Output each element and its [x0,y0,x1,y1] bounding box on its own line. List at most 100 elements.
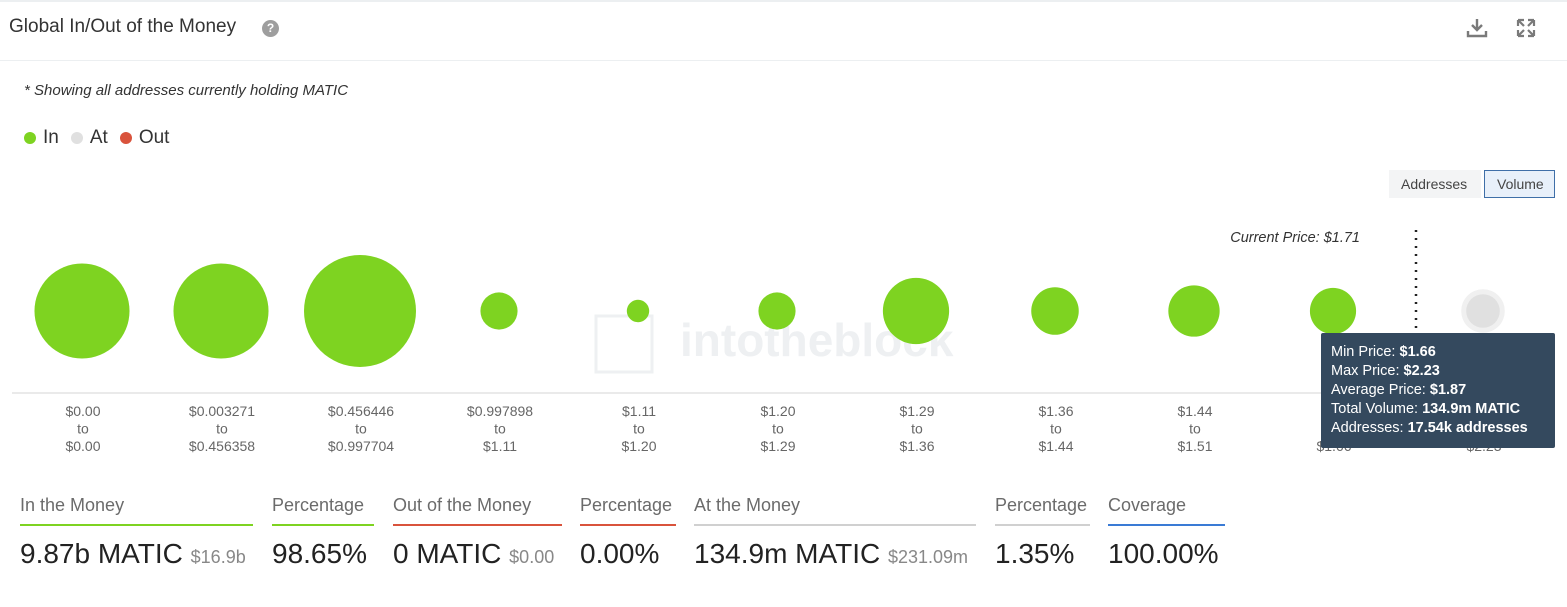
stat-label: Percentage [272,495,365,515]
tooltip-total-volume-label: Total Volume: [1331,401,1419,417]
bubble-6 [882,277,950,345]
tick-label: $1.44 [1038,438,1073,454]
volume-toggle-button[interactable]: Volume [1484,170,1555,198]
stat-value: 134.9m MATIC $231.09m [694,538,976,570]
stat-label: Percentage [580,495,673,515]
tooltip-total-volume: Total Volume: 134.9m MATIC [1331,400,1545,419]
legend-label-in: In [43,127,59,148]
chart-legend: In At Out [24,127,181,149]
legend-label-at: At [89,127,108,148]
tick-label: to [355,421,367,437]
tick-label: $0.00 [65,438,100,454]
tooltip-avg-price-label: Average Price: [1331,382,1426,398]
stat-underline [20,524,253,526]
tooltip-addresses-label: Addresses: [1331,420,1404,436]
bubble-1 [173,263,269,359]
tick-label: $1.36 [1038,403,1073,419]
stat-value: 100.00% [1108,538,1219,569]
bubble-3 [480,292,518,330]
watermark-logo [594,314,654,374]
bubble-10 [1466,294,1500,328]
bubble-5 [758,292,796,330]
stat-coverage: Coverage 100.00% [1108,495,1225,570]
bubble-tooltip: Min Price: $1.66 Max Price: $2.23 Averag… [1321,333,1555,448]
bubble-8 [1168,285,1220,337]
panel-header: Global In/Out of the Money ? [0,2,1567,61]
tick-label: $0.456446 [328,403,394,419]
top-border [0,0,1567,2]
stat-at-percentage: Percentage 1.35% [995,495,1090,570]
tooltip-addresses-value: 17.54k addresses [1407,420,1528,436]
stat-value: 98.65% [272,538,367,569]
bubble-7 [1031,287,1079,335]
holding-note: * Showing all addresses currently holdin… [24,82,349,99]
tooltip-total-volume-value: 134.9m MATIC [1422,401,1521,417]
tick-label: $0.003271 [189,403,255,419]
tick-label: to [1189,421,1201,437]
tooltip-addresses: Addresses: 17.54k addresses [1331,419,1545,438]
tick-label: $0.456358 [189,438,255,454]
legend-label-out: Out [138,127,170,148]
stat-underline [580,524,676,526]
legend-dot-in [24,132,36,144]
stat-in-the-money: In the Money 9.87b MATIC $16.9b [20,495,253,570]
stat-main-value: 9.87b MATIC [20,538,183,569]
tooltip-max-price-label: Max Price: [1331,363,1400,379]
tooltip-min-price-value: $1.66 [1399,344,1436,360]
tooltip-max-price: Max Price: $2.23 [1331,362,1545,381]
stat-underline [694,524,976,526]
stat-label: Out of the Money [393,495,532,515]
stat-sub-value: $231.09m [887,547,969,567]
stat-out-percentage: Percentage 0.00% [580,495,676,570]
stat-label: Percentage [995,495,1088,515]
stat-underline [272,524,374,526]
stat-sub-value: $0.00 [509,547,555,567]
tooltip-min-price: Min Price: $1.66 [1331,343,1545,362]
tick-label: to [216,421,228,437]
stat-value: 1.35% [995,538,1075,569]
stat-label: At the Money [694,495,801,515]
tooltip-max-price-value: $2.23 [1403,363,1440,379]
stat-underline [393,524,562,526]
stat-label: In the Money [20,495,125,515]
tick-label: $1.11 [483,438,517,454]
stat-value: 9.87b MATIC $16.9b [20,538,253,570]
stat-underline [995,524,1090,526]
legend-item-in[interactable]: In [24,127,59,149]
tick-label: $0.00 [65,403,100,419]
legend-item-at[interactable]: At [70,127,108,149]
tooltip-avg-price-value: $1.87 [1429,382,1467,398]
addresses-toggle-button[interactable]: Addresses [1389,170,1481,198]
bubble-4 [626,299,650,323]
tick-label: $1.44 [1177,403,1212,419]
tick-label: $0.997898 [467,403,533,419]
stat-out-of-the-money: Out of the Money 0 MATIC $0.00 [393,495,562,570]
stat-main-value: 134.9m MATIC [694,538,881,569]
stat-value: 0 MATIC $0.00 [393,538,562,570]
tick-label: $0.997704 [328,438,394,454]
tick-label: to [494,421,506,437]
legend-dot-out [119,132,132,144]
tick-label: $1.11 [622,403,656,419]
tick-label: to [1050,421,1062,437]
tick-label: to [911,421,923,437]
tick-label: $1.20 [621,438,656,454]
legend-item-out[interactable]: Out [119,127,170,149]
stat-main-value: 0 MATIC [393,538,502,569]
bubble-0 [34,263,130,359]
download-icon[interactable] [1465,16,1489,40]
tick-label: to [633,421,645,437]
tick-label: $1.29 [760,438,795,454]
legend-dot-at [70,132,83,144]
question-circle-icon[interactable]: ? [262,20,279,37]
tick-label: to [77,421,89,437]
expand-icon[interactable] [1514,16,1538,40]
current-price-label: Current Price: $1.71 [1230,230,1360,246]
tick-label: $1.51 [1177,438,1212,454]
tick-label: $1.36 [899,438,934,454]
stat-at-the-money: At the Money 134.9m MATIC $231.09m [694,495,976,570]
tooltip-min-price-label: Min Price: [1331,344,1396,360]
stat-label: Coverage [1108,495,1187,515]
tick-label: $1.20 [760,403,795,419]
